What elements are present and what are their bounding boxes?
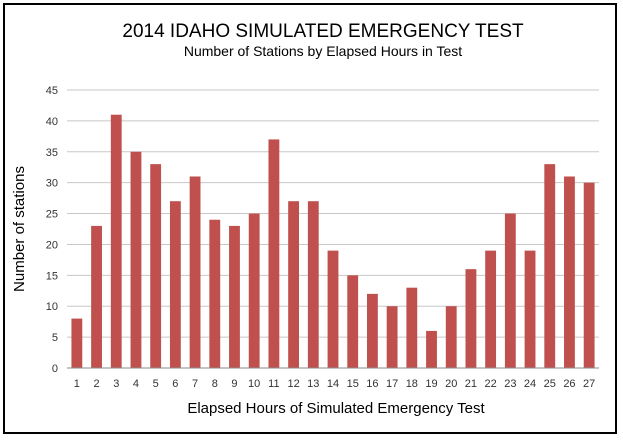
x-tick-labels: 1 2 3 4 5 6 7 8 9 10 11 12 13 14 15 16 17 18 19 20 21 22 23 24 2… (74, 378, 595, 390)
x-tick-label: 12 (287, 378, 299, 390)
x-tick-label: 7 (192, 378, 198, 390)
bar-hour-9 (229, 225, 240, 368)
x-tick-label: 22 (485, 378, 497, 390)
x-tick-label: 20 (445, 378, 457, 390)
x-tick-label: 15 (347, 378, 359, 390)
bar-hour-11 (268, 139, 280, 368)
x-tick-label: 16 (366, 378, 378, 390)
bar-hour-10 (248, 213, 260, 368)
x-tick-label: 8 (212, 378, 218, 390)
bar-hour-21 (465, 269, 477, 368)
y-tick-label: 15 (46, 270, 58, 282)
y-tick-label: 40 (46, 116, 58, 128)
bar-hour-8 (209, 219, 221, 368)
bar-hour-17 (386, 306, 398, 368)
x-tick-label: 5 (153, 378, 159, 390)
bar-hour-24 (524, 250, 536, 368)
bar-hour-15 (347, 275, 359, 368)
x-tick-label: 11 (268, 378, 279, 390)
x-tick-label: 24 (524, 378, 536, 390)
bar-hour-2 (91, 225, 102, 368)
bar-hour-13 (307, 201, 319, 368)
bar-hour-22 (485, 250, 497, 368)
bar-hour-19 (426, 330, 437, 368)
bar-hour-23 (504, 213, 516, 368)
bar-hour-16 (366, 293, 378, 368)
x-tick-label: 23 (504, 378, 516, 390)
chart-title: 2014 IDAHO SIMULATED EMERGENCY TEST (122, 21, 524, 42)
x-tick-label: 3 (113, 378, 119, 390)
bar-hour-27 (583, 182, 595, 368)
y-tick-label: 5 (52, 332, 58, 344)
x-tick-label: 19 (425, 378, 437, 390)
bar-hour-12 (288, 201, 300, 368)
bar-hour-6 (169, 201, 181, 368)
bars (71, 114, 595, 368)
y-tick-label: 45 (46, 85, 58, 97)
x-tick-label: 18 (406, 378, 418, 390)
bar-hour-26 (564, 176, 575, 368)
x-tick-label: 9 (231, 378, 237, 390)
y-tick-label: 35 (46, 147, 58, 159)
x-tick-label: 17 (386, 378, 398, 390)
x-tick-label: 27 (583, 378, 595, 390)
bar-hour-5 (150, 164, 162, 368)
y-tick-label: 25 (46, 209, 58, 221)
y-tick-label: 30 (46, 178, 58, 190)
x-tick-label: 1 (74, 378, 80, 390)
x-tick-label: 13 (307, 378, 319, 390)
bar-hour-25 (544, 164, 556, 368)
y-tick-label: 10 (46, 301, 58, 313)
x-tick-label: 4 (133, 378, 139, 390)
y-axis-title: Number of stations (11, 166, 28, 292)
x-tick-label: 21 (465, 378, 477, 390)
bar-hour-3 (110, 114, 122, 368)
x-tick-label: 10 (248, 378, 260, 390)
bar-hour-4 (130, 151, 142, 368)
bar-hour-14 (327, 250, 339, 368)
bar-hour-18 (406, 287, 418, 368)
x-tick-label: 26 (563, 378, 575, 390)
x-tick-label: 6 (172, 378, 178, 390)
x-tick-label: 14 (327, 378, 339, 390)
x-tick-label: 2 (93, 378, 99, 390)
x-tick-label: 25 (544, 378, 556, 390)
bar-hour-7 (189, 176, 201, 368)
x-axis-title: Elapsed Hours of Simulated Emergency Tes… (187, 400, 485, 417)
chart-subtitle: Number of Stations by Elapsed Hours in T… (184, 43, 462, 59)
y-tick-labels: 0 5 10 15 20 25 30 35 40 45 (46, 85, 58, 375)
bar-hour-20 (445, 306, 457, 368)
y-tick-label: 20 (46, 239, 58, 251)
bar-hour-1 (71, 318, 83, 368)
y-tick-label: 0 (52, 363, 58, 375)
